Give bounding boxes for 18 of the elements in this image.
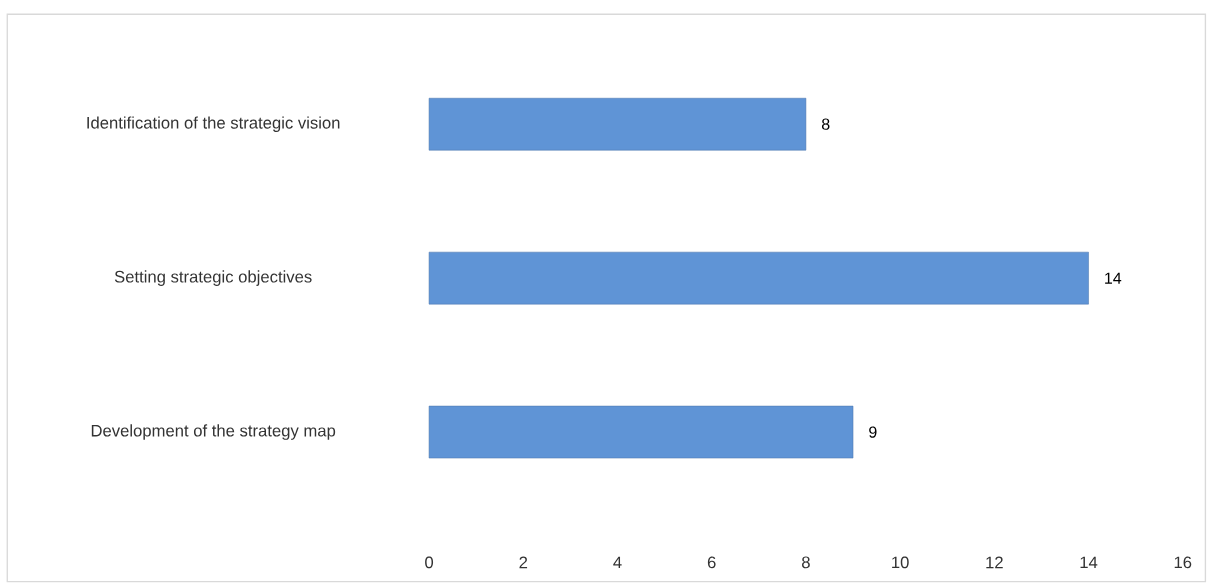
y-tick-label: Development of the strategy map: [91, 424, 336, 440]
x-tick-label: 14: [1080, 556, 1098, 568]
x-tick-label: 0: [425, 556, 434, 569]
x-tick-label: 10: [892, 556, 909, 569]
x-tick-label: 6: [707, 556, 716, 569]
bar: [428, 97, 807, 151]
y-tick-label: Setting strategic objectives: [114, 270, 312, 286]
x-tick-label: 2: [519, 556, 528, 569]
x-tick-label: 16: [1174, 556, 1192, 569]
bar: [428, 405, 854, 459]
bar: [428, 251, 1089, 305]
x-tick-label: 8: [802, 556, 810, 569]
data-label: 9: [869, 426, 877, 438]
x-tick-label: 4: [613, 556, 622, 568]
x-tick-label: 12: [986, 556, 1003, 569]
data-label: 8: [821, 118, 830, 130]
y-tick-label: Identification of the strategic vision: [87, 116, 340, 132]
data-label: 14: [1105, 272, 1122, 284]
